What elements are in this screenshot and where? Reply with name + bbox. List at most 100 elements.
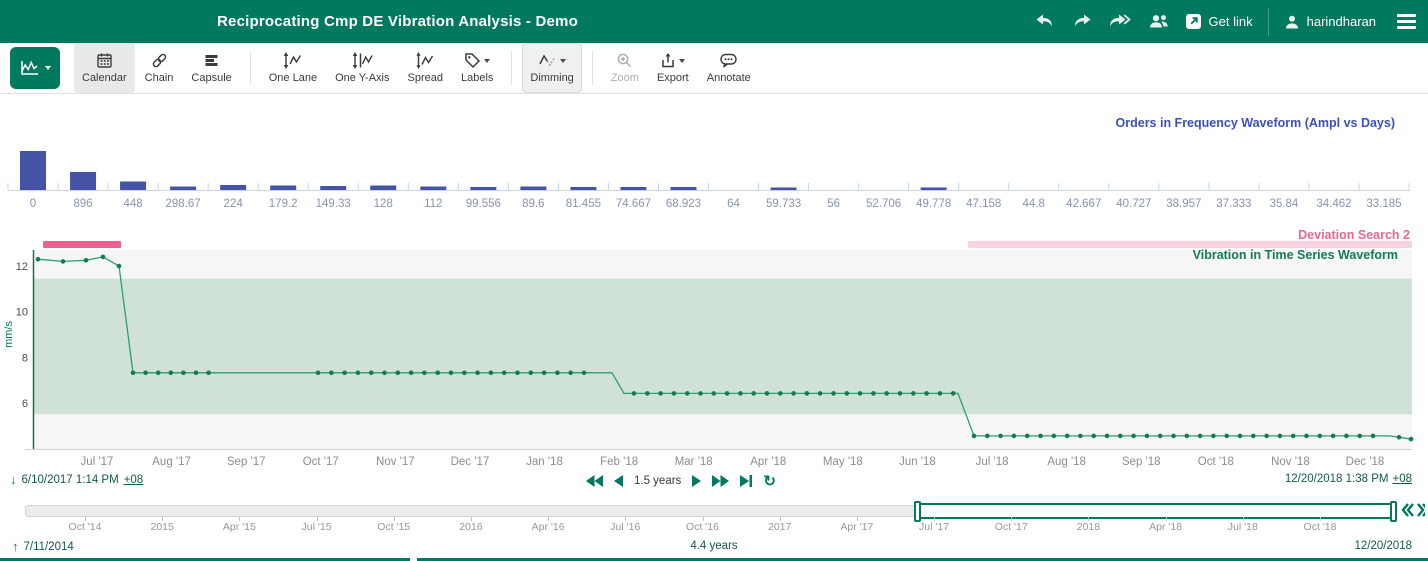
svg-text:179.2: 179.2: [269, 198, 298, 210]
dimming-button[interactable]: Dimming: [522, 43, 581, 93]
svg-text:149.33: 149.33: [316, 198, 351, 210]
svg-text:Apr '18: Apr '18: [750, 456, 786, 468]
toolbar-button-label: Spread: [408, 72, 443, 84]
toolbar-button-label: Calendar: [82, 72, 127, 84]
timeline-label: 2017: [768, 521, 791, 533]
timeline-label: Jul '18: [1228, 521, 1258, 533]
fast-forward-button[interactable]: [712, 475, 729, 487]
expand-range-button[interactable]: [1401, 503, 1425, 522]
chevron-down-icon: [484, 59, 490, 63]
range-navigation: 1.5 years ↻: [586, 472, 776, 490]
one-y-axis-button[interactable]: One Y-Axis: [327, 43, 397, 93]
svg-text:49.778: 49.778: [916, 198, 951, 210]
svg-text:8: 8: [22, 352, 28, 364]
display-end-date: 12/20/2018 1:38 PM: [1285, 473, 1389, 485]
svg-text:74.667: 74.667: [616, 198, 651, 210]
user-menu[interactable]: harindharan: [1284, 14, 1376, 30]
username: harindharan: [1307, 14, 1376, 29]
one-y-axis-icon: [351, 52, 374, 69]
redo-button[interactable]: [1071, 13, 1093, 30]
speech-bubble-icon: [719, 52, 738, 69]
svg-text:12: 12: [16, 261, 28, 273]
svg-text:64: 64: [727, 198, 740, 210]
toolbar-button-label: Capsule: [191, 72, 231, 84]
tag-icon: [464, 52, 481, 69]
svg-text:0: 0: [30, 198, 36, 210]
spread-button[interactable]: Spread: [400, 43, 451, 93]
jump-to-end-button[interactable]: [740, 475, 752, 487]
svg-text:47.158: 47.158: [966, 198, 1001, 210]
svg-text:81.455: 81.455: [566, 198, 601, 210]
toolbar-button-label: One Y-Axis: [335, 72, 389, 84]
timeline-label: Oct '17: [995, 521, 1028, 533]
rewind-button[interactable]: [586, 475, 603, 487]
timeline-label: Jul '16: [610, 521, 640, 533]
slider-handle-left[interactable]: [914, 501, 921, 522]
header-divider: [1268, 8, 1269, 36]
refresh-icon[interactable]: ↻: [763, 474, 776, 489]
slider-handle-right[interactable]: [1390, 501, 1397, 522]
get-link-label: Get link: [1209, 14, 1253, 29]
export-icon: [660, 52, 676, 69]
timeline-label: Apr '17: [840, 521, 873, 533]
timezone-link[interactable]: +08: [124, 474, 144, 486]
duration-label[interactable]: 1.5 years: [634, 475, 681, 487]
svg-text:Mar '18: Mar '18: [675, 456, 713, 468]
trend-chart[interactable]: 121086mm/sJul '17Aug '17Sep '17Oct '17No…: [0, 228, 1428, 472]
step-forward-button[interactable]: [692, 475, 701, 487]
users-icon[interactable]: [1147, 13, 1170, 30]
deviation-search-label[interactable]: Deviation Search 2: [1298, 228, 1410, 242]
chain-icon: [151, 52, 168, 69]
export-button[interactable]: Export: [649, 43, 697, 93]
one-lane-button[interactable]: One Lane: [261, 43, 325, 93]
chain-button[interactable]: Chain: [137, 43, 182, 93]
zoom-button: Zoom: [603, 43, 647, 93]
svg-text:35.84: 35.84: [1270, 198, 1299, 210]
svg-text:68.923: 68.923: [666, 198, 701, 210]
capsule-button[interactable]: Capsule: [183, 43, 239, 93]
svg-text:10: 10: [16, 307, 28, 319]
timeline-label: Apr '16: [532, 521, 565, 533]
app-window: Reciprocating Cmp DE Vibration Analysis …: [0, 0, 1428, 561]
svg-text:40.727: 40.727: [1116, 198, 1151, 210]
undo-button[interactable]: [1034, 13, 1056, 30]
step-back-button[interactable]: [614, 475, 623, 487]
chevron-down-icon: [560, 59, 566, 63]
svg-text:Oct '17: Oct '17: [303, 456, 339, 468]
hamburger-menu-button[interactable]: [1391, 10, 1422, 33]
view-mode-dropdown[interactable]: [10, 47, 60, 89]
toolbar-button-label: Labels: [461, 72, 493, 84]
display-range-start: ↓ 6/10/2017 1:14 PM +08: [10, 473, 143, 486]
labels-button[interactable]: Labels: [453, 43, 501, 93]
toolbar-separator: [592, 51, 593, 85]
get-link-button[interactable]: Get link: [1185, 13, 1253, 30]
investigate-end-date: 12/20/2018: [1354, 540, 1412, 552]
toolbar: Calendar Chain Capsule: [0, 43, 1428, 94]
svg-text:448: 448: [123, 198, 142, 210]
toolbar-button-label: One Lane: [269, 72, 317, 84]
timeline-label: Oct '14: [69, 521, 102, 533]
timeline-label: 2018: [1077, 521, 1100, 533]
calendar-icon: [96, 52, 113, 69]
slider-selection[interactable]: [916, 503, 1395, 519]
svg-text:Feb '18: Feb '18: [600, 456, 638, 468]
share-button[interactable]: [1108, 13, 1132, 30]
svg-text:Jul '18: Jul '18: [976, 456, 1009, 468]
svg-text:Aug '18: Aug '18: [1047, 456, 1086, 468]
annotate-button[interactable]: Annotate: [699, 43, 759, 93]
timezone-link[interactable]: +08: [1392, 473, 1412, 485]
svg-text:Nov '17: Nov '17: [376, 456, 415, 468]
calendar-button[interactable]: Calendar: [74, 43, 135, 93]
series-name-label[interactable]: Vibration in Time Series Waveform: [1193, 248, 1398, 262]
freq-chart-title: Orders in Frequency Waveform (Ampl vs Da…: [1116, 116, 1395, 130]
toolbar-separator: [250, 51, 251, 85]
svg-text:Aug '17: Aug '17: [152, 456, 191, 468]
dimming-icon: [538, 52, 557, 69]
svg-text:37.333: 37.333: [1216, 198, 1251, 210]
svg-text:99.556: 99.556: [466, 198, 501, 210]
timeline-label: Jul '15: [302, 521, 332, 533]
timeline-label: Oct '15: [377, 521, 410, 533]
header-bar: Reciprocating Cmp DE Vibration Analysis …: [0, 0, 1428, 43]
capsule-icon: [203, 52, 220, 69]
svg-text:896: 896: [73, 198, 92, 210]
